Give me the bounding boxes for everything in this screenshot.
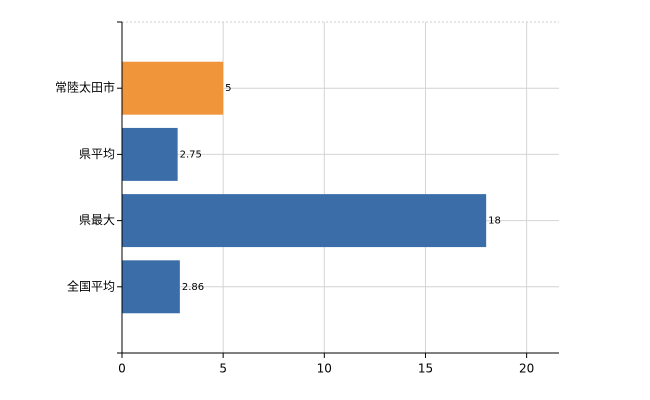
y-tick-label: 県平均	[79, 147, 115, 161]
y-tick-label: 常陸太田市	[55, 80, 115, 95]
bar	[122, 61, 224, 115]
bar	[122, 194, 487, 248]
x-tick-label: 10	[317, 362, 332, 376]
bar	[122, 260, 180, 314]
bar	[122, 127, 178, 181]
y-tick-label: 県最大	[79, 213, 115, 227]
x-tick-label: 15	[418, 362, 433, 376]
x-tick-label: 20	[519, 362, 534, 376]
value-label: 2.75	[180, 149, 202, 160]
value-label: 2.86	[182, 282, 204, 293]
x-tick-label: 5	[219, 362, 227, 376]
x-tick-label: 0	[118, 362, 126, 376]
value-label: 5	[225, 83, 231, 94]
value-label: 18	[488, 216, 501, 227]
y-tick-label: 全国平均	[67, 278, 115, 293]
